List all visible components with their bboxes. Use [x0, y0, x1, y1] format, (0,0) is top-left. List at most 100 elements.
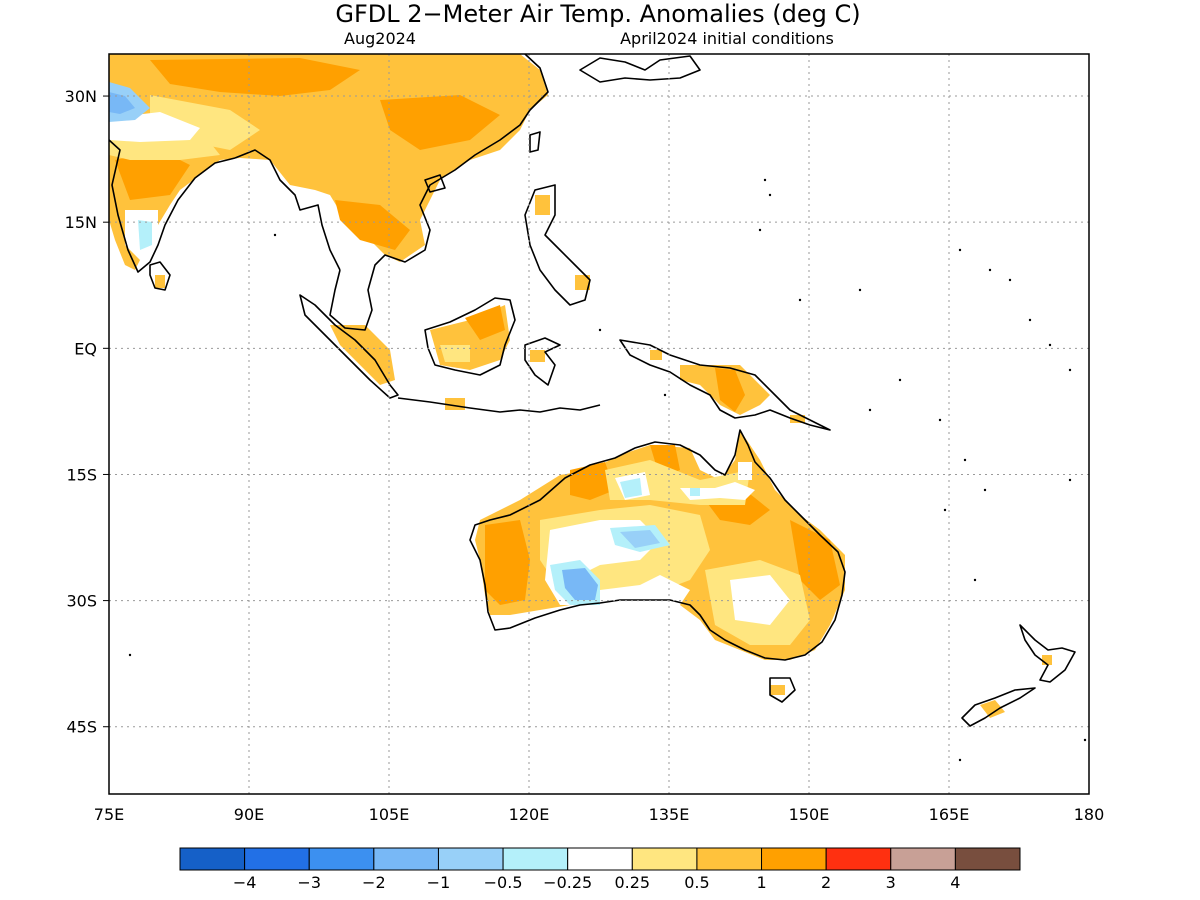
australia-cool-southwest-core: [562, 568, 598, 600]
pacific-islands: [128, 178, 1087, 762]
coast-japan-korea: [579, 55, 701, 83]
coast-india: [108, 139, 236, 273]
longitude-tick-label: 105E: [369, 805, 410, 824]
latitude-tick-labels: 30N 15N EQ 15S 30S 45S: [65, 87, 109, 737]
colorbar-swatch: [308, 847, 375, 871]
gridlines: [109, 54, 1089, 794]
island: [958, 248, 962, 252]
australia-warm-north: [570, 462, 615, 500]
coast-sri-lanka: [149, 261, 171, 291]
anomaly-shading-australia: [475, 430, 1052, 718]
australia-cool-north: [620, 478, 642, 498]
coast-sulawesi: [524, 337, 561, 386]
colorbar-tick-labels: −4 −3 −2 −1 −0.5 −0.25 0.25 0.5 1 2 3 4: [233, 873, 961, 892]
island: [128, 653, 132, 657]
tasmania-patch: [770, 685, 785, 695]
colorbar-swatch: [761, 847, 827, 871]
island: [1028, 318, 1032, 322]
latitude-tick-label: 30S: [66, 592, 97, 611]
latitude-tick-label: 45S: [66, 718, 97, 737]
halmahera-patch: [650, 350, 662, 360]
sumatra-patch: [330, 325, 395, 385]
sulawesi-patch: [530, 350, 545, 362]
island: [868, 408, 872, 412]
sri-lanka-patch: [155, 275, 165, 288]
coast-tasmania: [769, 677, 796, 703]
new-guinea-warm-patch: [715, 368, 745, 412]
latitude-tick-label: 30N: [65, 87, 97, 106]
coast-hainan: [424, 174, 446, 193]
island: [663, 393, 667, 397]
island: [983, 488, 987, 492]
subtitle-month: Aug2024: [344, 29, 416, 48]
colorbar-tick-label: −4: [233, 873, 257, 892]
india-south-cool: [138, 220, 152, 250]
subtitle-initial-conditions: April2024 initial conditions: [620, 29, 834, 48]
island: [1008, 278, 1012, 282]
longitude-tick-label: 165E: [929, 805, 970, 824]
plot-frame: [108, 53, 1090, 795]
philippines-patch: [535, 195, 550, 215]
island: [988, 268, 992, 272]
colorbar-swatch: [631, 847, 698, 871]
asia-warm-patch-3: [335, 200, 410, 250]
colorbar-tick-label: 0.5: [684, 873, 709, 892]
india-cool-core: [109, 92, 135, 114]
island: [798, 298, 802, 302]
colorbar-tick-label: −2: [362, 873, 386, 892]
anomaly-shading-asia: [109, 54, 590, 290]
australia-white-cape: [738, 462, 752, 480]
island: [768, 193, 772, 197]
coast-australia: [469, 429, 846, 661]
island: [1083, 738, 1087, 742]
colorbar-tick-label: −0.25: [543, 873, 592, 892]
colorbar-swatch: [890, 847, 956, 871]
coast-new-zealand-south: [961, 687, 1036, 727]
colorbar-tick-label: −3: [297, 873, 321, 892]
coast-java: [397, 397, 601, 413]
asia-warm-patch-4: [115, 150, 190, 200]
longitude-tick-labels: 75E 90E 105E 120E 135E 150E 165E 180: [94, 805, 1105, 824]
coast-new-zealand-north: [1019, 624, 1076, 683]
coast-borneo: [424, 297, 516, 376]
plot-background: [109, 54, 1089, 794]
australia-white-east: [730, 575, 790, 625]
colorbar-swatch: [825, 847, 892, 871]
australia-cool-center-core: [620, 530, 660, 548]
latitude-tick-label: 15N: [65, 213, 97, 232]
coastlines: [108, 53, 1076, 727]
island: [938, 418, 942, 422]
island: [858, 288, 862, 292]
plot-area: 75E 90E 105E 120E 135E 150E 165E 180 30N 15N EQ 15…: [65, 53, 1105, 824]
island: [1048, 343, 1052, 347]
colorbar-tick-label: −1: [427, 873, 451, 892]
colorbar-swatch: [179, 847, 246, 871]
longitude-tick-label: 120E: [509, 805, 550, 824]
asia-warm-patch-2: [380, 95, 500, 150]
borneo-light-patch: [440, 345, 470, 362]
latitude-tick-label: EQ: [74, 339, 97, 358]
longitude-tick-label: 180: [1074, 805, 1105, 824]
island: [598, 328, 602, 332]
island: [973, 578, 977, 582]
coast-philippines: [524, 184, 591, 306]
island: [963, 458, 967, 462]
asia-warm-patch: [150, 58, 360, 96]
coast-taiwan: [529, 131, 541, 153]
island: [763, 178, 767, 182]
island: [758, 228, 762, 232]
colorbar-tick-label: 1: [756, 873, 766, 892]
longitude-tick-label: 150E: [789, 805, 830, 824]
figure-title: GFDL 2−Meter Air Temp. Anomalies (deg C): [335, 0, 860, 28]
colorbar-tick-label: 3: [886, 873, 896, 892]
island: [898, 378, 902, 382]
island: [943, 508, 947, 512]
colorbar-tick-label: −0.5: [484, 873, 523, 892]
colorbar-swatch: [954, 847, 1021, 871]
colorbar-swatch: [502, 847, 569, 871]
australia-warm-east: [790, 520, 840, 600]
colorbar-tick-label: 0.25: [614, 873, 650, 892]
island: [273, 233, 277, 237]
colorbar-swatch: [696, 847, 763, 871]
